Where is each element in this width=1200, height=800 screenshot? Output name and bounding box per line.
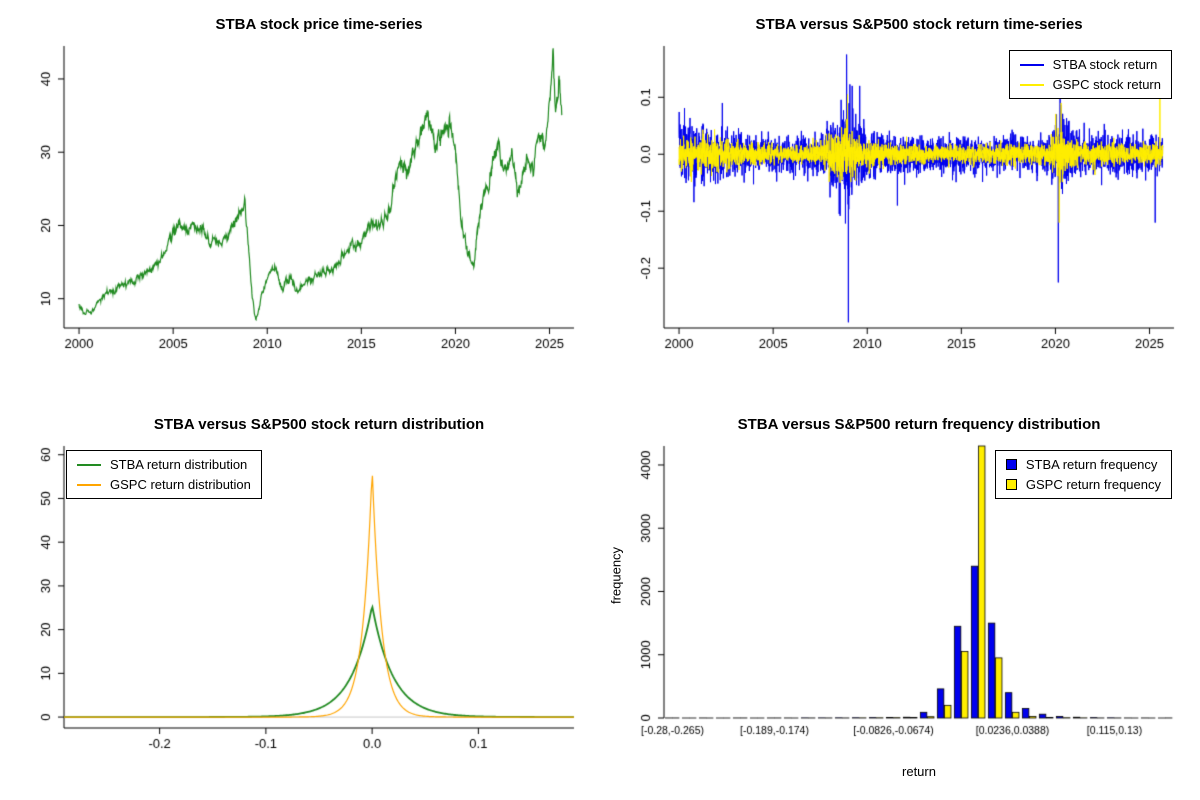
- legend-label: STBA stock return: [1052, 57, 1158, 72]
- stba-density-line-swatch: [77, 463, 101, 466]
- legend-label: GSPC return distribution: [110, 477, 251, 492]
- panel-returns: STBA versus S&P500 stock return time-ser…: [600, 0, 1200, 400]
- legend-item-stba-frequency: STBA return frequency: [1005, 457, 1161, 472]
- stock-price-chart-canvas: [0, 0, 600, 400]
- legend-item-stba-return: STBA stock return: [1019, 57, 1161, 72]
- stba-return-line-swatch: [1019, 63, 1044, 66]
- histogram-y-axis-label: frequency: [608, 546, 624, 605]
- returns-legend: STBA stock return GSPC stock return: [1008, 50, 1172, 99]
- legend-label: GSPC return frequency: [1025, 477, 1161, 492]
- panel-stock-price: STBA stock price time-series: [0, 0, 600, 400]
- density-legend: STBA return distribution GSPC return dis…: [66, 450, 262, 499]
- panel-histogram: STBA versus S&P500 return frequency dist…: [600, 400, 1200, 800]
- legend-item-gspc-density: GSPC return distribution: [77, 477, 251, 492]
- legend-item-gspc-return: GSPC stock return: [1019, 77, 1161, 92]
- stba-frequency-box-swatch: [1005, 459, 1017, 470]
- chart-title-density: STBA versus S&P500 stock return distribu…: [153, 416, 485, 433]
- chart-title-returns: STBA versus S&P500 stock return time-ser…: [755, 16, 1083, 33]
- gspc-return-line-swatch: [1019, 83, 1044, 86]
- gspc-density-line-swatch: [77, 483, 101, 486]
- gspc-frequency-box-swatch: [1005, 479, 1017, 490]
- legend-item-stba-density: STBA return distribution: [77, 457, 251, 472]
- legend-label: STBA return distribution: [110, 457, 248, 472]
- legend-item-gspc-frequency: GSPC return frequency: [1005, 477, 1161, 492]
- histogram-legend: STBA return frequency GSPC return freque…: [994, 450, 1172, 499]
- legend-label: STBA return frequency: [1025, 457, 1158, 472]
- histogram-x-axis-label: return: [902, 764, 936, 779]
- legend-label: GSPC stock return: [1052, 77, 1161, 92]
- chart-title-price: STBA stock price time-series: [215, 16, 423, 33]
- panel-density: STBA versus S&P500 stock return distribu…: [0, 400, 600, 800]
- chart-title-histogram: STBA versus S&P500 return frequency dist…: [737, 416, 1101, 433]
